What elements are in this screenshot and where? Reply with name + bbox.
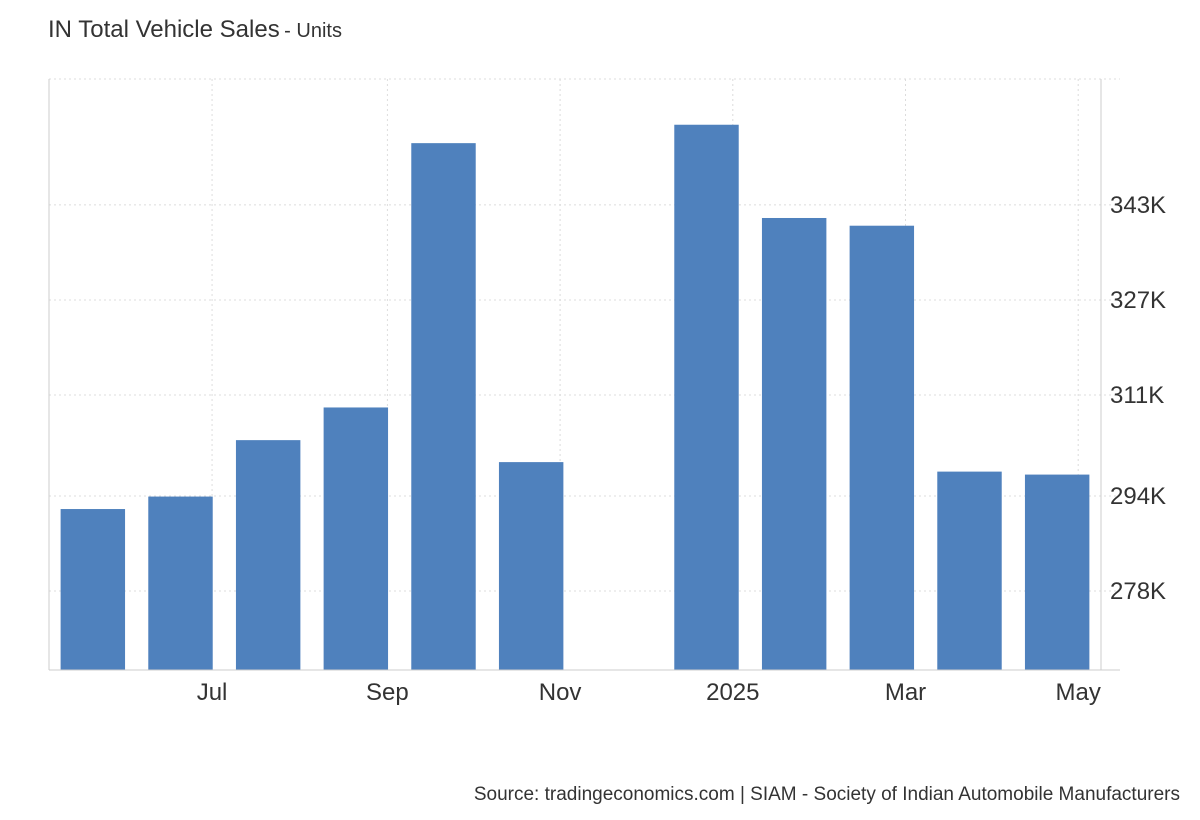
x-tick-label: Sep: [366, 679, 409, 706]
source-note: Source: tradingeconomics.com | SIAM - So…: [473, 784, 1180, 805]
bar: [235, 440, 301, 670]
bar-chart: 278K 294K 311K 327K 343K Jul Sep Nov 2025 Mar May: [48, 78, 1166, 706]
chart-subtitle: - Units: [284, 20, 342, 42]
bar: [1024, 474, 1090, 670]
bar: [323, 407, 389, 670]
y-tick-label: 327K: [1110, 287, 1166, 314]
bar: [761, 217, 827, 670]
x-tick-label: Mar: [885, 679, 926, 706]
bar: [937, 471, 1002, 670]
x-tick-label: May: [1056, 679, 1101, 706]
y-tick-label: 278K: [1110, 578, 1166, 605]
y-tick-label: 343K: [1110, 192, 1166, 219]
x-tick-label: 2025: [706, 679, 759, 706]
bar: [498, 462, 564, 670]
x-tick-label: Nov: [539, 679, 582, 706]
bar: [674, 124, 739, 671]
x-tick-label: Jul: [197, 679, 228, 706]
bar: [60, 509, 126, 670]
y-tick-label: 294K: [1110, 483, 1166, 510]
chart-title: IN Total Vehicle Sales: [48, 16, 280, 43]
chart-title-block: IN Total Vehicle Sales - Units: [48, 16, 342, 44]
bar: [148, 496, 213, 670]
bar: [411, 143, 476, 670]
y-tick-label: 311K: [1110, 382, 1164, 409]
bar: [849, 225, 915, 670]
